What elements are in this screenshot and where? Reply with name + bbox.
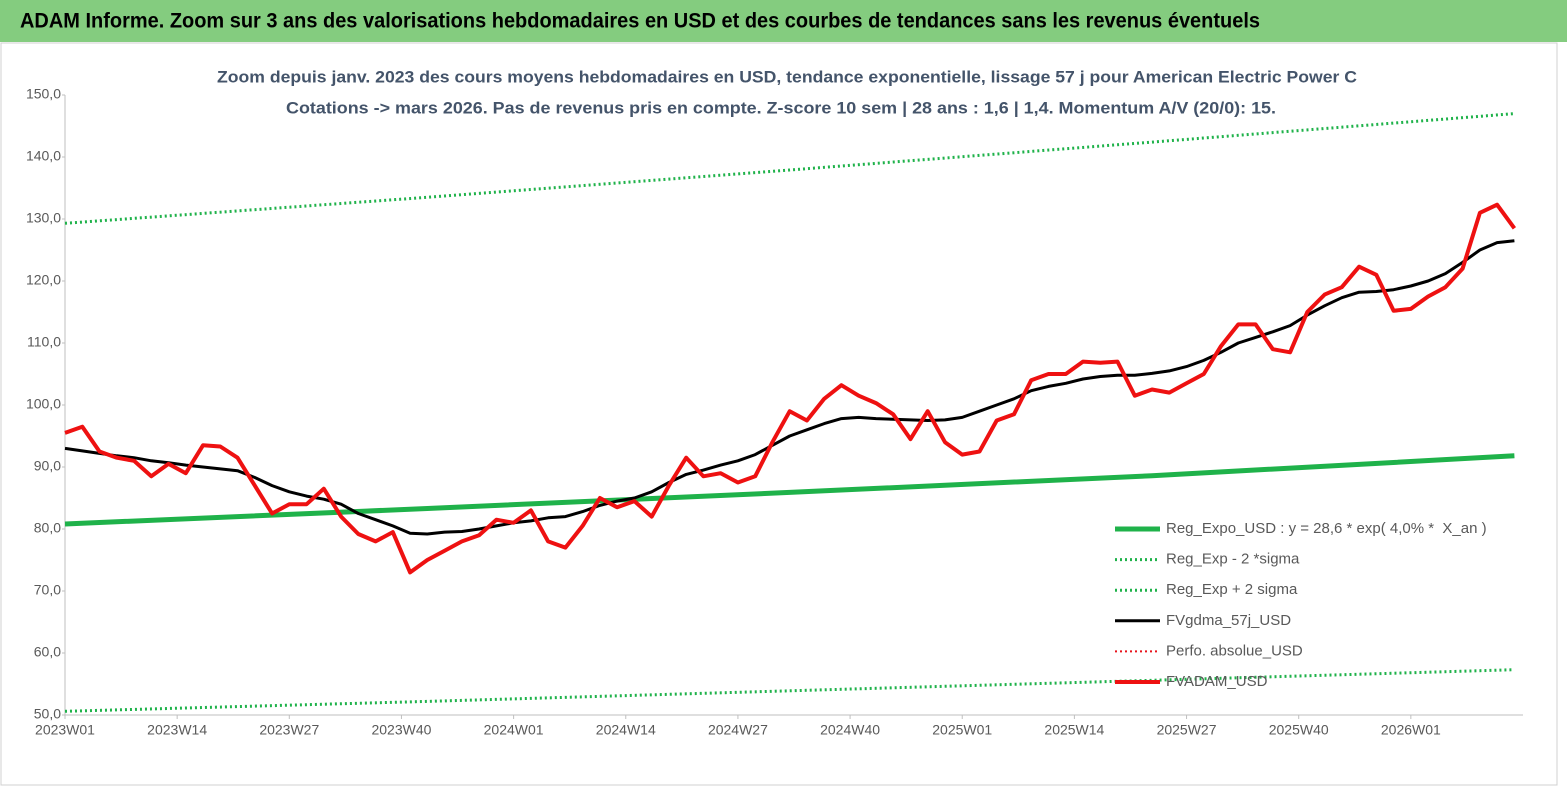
series-line xyxy=(64,112,1515,225)
x-tick-label: 2025W27 xyxy=(1157,722,1217,738)
legend-label: Reg_Exp - 2 *sigma xyxy=(1166,551,1300,568)
x-tick-label: 2025W14 xyxy=(1044,722,1104,738)
header-band xyxy=(0,0,1567,42)
y-tick-label: 130,0 xyxy=(26,210,61,226)
legend-label: Perfo. absolue_USD xyxy=(1166,642,1303,659)
y-tick-label: 120,0 xyxy=(26,272,61,288)
y-tick-label: 140,0 xyxy=(26,148,61,164)
x-tick-label: 2023W14 xyxy=(147,722,207,738)
y-tick-label: 100,0 xyxy=(26,396,61,412)
x-tick-label: 2026W01 xyxy=(1381,722,1441,738)
x-tick-label: 2023W01 xyxy=(35,722,95,738)
x-tick-label: 2024W40 xyxy=(820,722,880,738)
legend-label: FVADAM_USD xyxy=(1166,673,1268,690)
chart-title: Zoom depuis janv. 2023 des cours moyens … xyxy=(217,67,1357,86)
y-tick-label: 80,0 xyxy=(34,520,61,536)
y-tick-label: 70,0 xyxy=(34,582,61,598)
legend-label: Reg_Exp + 2 sigma xyxy=(1166,581,1298,598)
series-line xyxy=(64,239,1515,536)
series-line xyxy=(64,453,1515,527)
y-tick-label: 110,0 xyxy=(27,334,61,350)
x-tick-label: 2023W40 xyxy=(371,722,431,738)
x-tick-label: 2024W01 xyxy=(484,722,544,738)
series-line xyxy=(64,668,1515,713)
chart-frame xyxy=(0,42,1558,786)
x-tick-label: 2025W01 xyxy=(932,722,992,738)
x-tick-label: 2024W14 xyxy=(596,722,656,738)
y-tick-label: 90,0 xyxy=(34,458,61,474)
legend-label: FVgdma_57j_USD xyxy=(1166,612,1291,629)
y-tick-label: 50,0 xyxy=(34,706,61,722)
legend-label: Reg_Expo_USD : y = 28,6 * exp( 4,0% * X_… xyxy=(1166,520,1487,537)
x-tick-label: 2024W27 xyxy=(708,722,768,738)
x-tick-label: 2025W40 xyxy=(1269,722,1329,738)
y-tick-label: 150,0 xyxy=(26,86,61,102)
header-title: ADAM Informe. Zoom sur 3 ans des valoris… xyxy=(20,10,1260,33)
series-line xyxy=(64,202,1517,575)
chart-subtitle: Cotations -> mars 2026. Pas de revenus p… xyxy=(286,98,1276,117)
x-tick-label: 2023W27 xyxy=(259,722,319,738)
y-tick-label: 60,0 xyxy=(34,644,61,660)
